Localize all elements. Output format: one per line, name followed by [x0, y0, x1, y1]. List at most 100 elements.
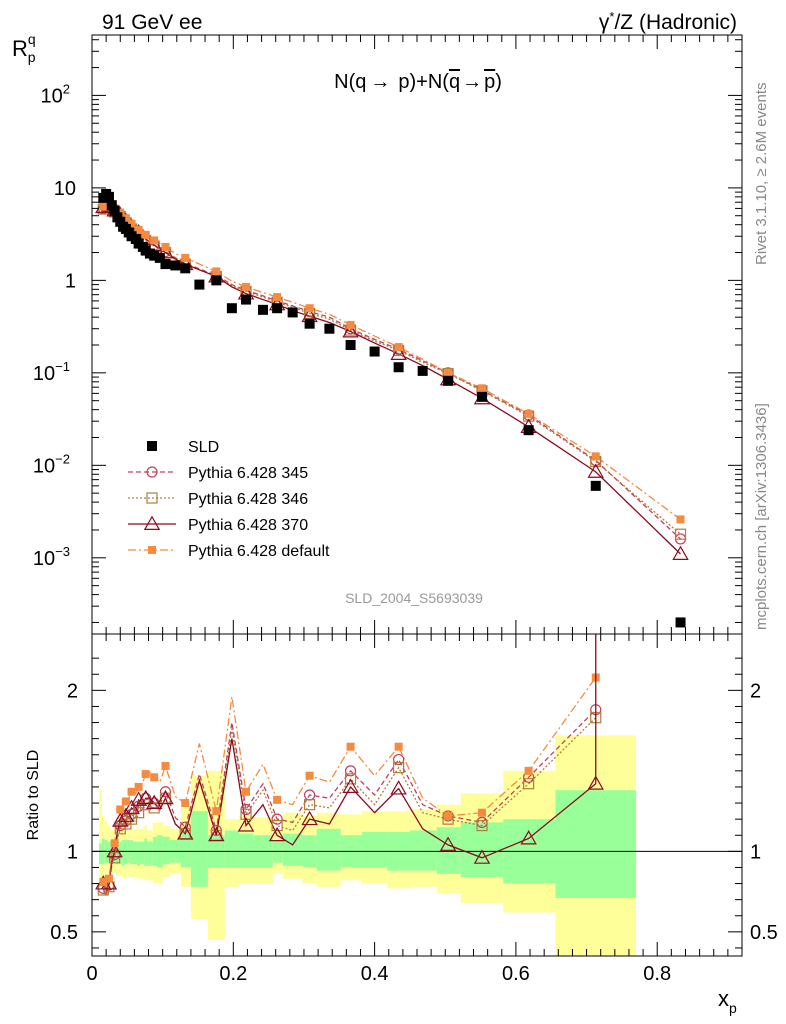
marker-square-small	[181, 253, 190, 262]
marker-square-small	[148, 546, 156, 554]
band-inner	[130, 840, 133, 865]
marker-square-filled	[103, 191, 114, 202]
marker-square-small	[524, 409, 533, 418]
marker-square-filled	[304, 318, 315, 329]
marker-triangle	[301, 810, 318, 826]
marker-triangle	[473, 849, 491, 864]
y-tick-label-base: 10	[41, 85, 63, 107]
ratio-y-axis-label: Ratio to SLD	[25, 750, 42, 841]
marker-square-small	[99, 202, 108, 211]
marker-square-filled	[211, 275, 222, 286]
marker-square-filled	[170, 260, 181, 271]
marker-triangle	[672, 545, 689, 560]
mcplots-label: mcplots.cern.ch [arXiv:1306.3436]	[753, 403, 770, 630]
marker-triangle	[130, 791, 147, 806]
legend: SLD Pythia 6.428 345 Pythia 6.428 346 Pythi…	[128, 439, 330, 560]
marker-square-small	[591, 452, 600, 461]
marker-circle	[393, 753, 405, 766]
marker-square-filled	[287, 307, 298, 318]
marker-circle	[133, 800, 145, 812]
series-line-1	[102, 205, 681, 540]
ratio-y-tick-label-right: 2	[750, 680, 761, 702]
x-axis-label: xp	[718, 986, 737, 1016]
band-inner	[144, 838, 148, 866]
ratio-y-tick-label-right: 0.5	[750, 922, 778, 944]
y-tick-label: 10−3	[33, 544, 70, 570]
marker-triangle	[208, 826, 225, 842]
legend-label: Pythia 6.428 346	[188, 491, 308, 508]
marker-square-small	[305, 304, 314, 313]
marker-square-open	[271, 819, 283, 832]
marker-square-small	[242, 787, 251, 796]
marker-square-small	[121, 797, 130, 806]
ratio-y-tick-label-left: 1	[67, 841, 78, 863]
y-tick-label-exp: −2	[55, 451, 70, 466]
band-inner	[238, 833, 254, 868]
x-tick-label: 0.8	[643, 963, 671, 985]
marker-square-small	[127, 787, 136, 796]
y-tick-label-exp: 2	[63, 81, 70, 96]
marker-circle	[146, 466, 158, 478]
marker-square-small	[524, 766, 533, 775]
marker-square-filled	[241, 294, 252, 305]
marker-triangle	[268, 826, 286, 842]
header-right: γ*/Z (Hadronic)	[599, 9, 737, 34]
marker-square-open	[146, 492, 158, 504]
legend-label: Pythia 6.428 default	[188, 543, 330, 560]
marker-square-small	[161, 762, 170, 771]
header-gamma: γ	[599, 11, 610, 34]
marker-square-filled	[160, 259, 171, 270]
marker-square-open	[476, 819, 488, 832]
marker-square-small	[346, 742, 355, 751]
marker-triangle	[439, 836, 457, 851]
legend-label: Pythia 6.428 345	[188, 465, 308, 482]
marker-square-filled	[590, 480, 601, 491]
marker-triangle	[117, 807, 135, 822]
marker-triangle	[390, 780, 407, 795]
marker-square-small	[134, 226, 143, 235]
marker-square-small	[110, 839, 119, 848]
marker-square-small	[273, 795, 282, 804]
marker-square-small	[212, 267, 221, 276]
band-outer	[99, 790, 102, 879]
marker-circle	[344, 765, 357, 777]
marker-square-open	[393, 762, 405, 774]
marker-square-filled	[149, 250, 160, 261]
marker-square-small	[150, 236, 159, 245]
marker-square-small	[181, 799, 190, 808]
main-y-ticks	[92, 39, 742, 623]
title-pbar: p	[484, 71, 495, 93]
y-tick-label-base: 10	[33, 548, 55, 570]
marker-square-filled	[443, 375, 454, 386]
marker-square-small	[127, 219, 136, 228]
marker-triangle	[123, 799, 140, 814]
y-tick-label-exp: −1	[55, 359, 70, 374]
x-tick-label: 0.6	[502, 963, 530, 985]
band-inner	[121, 840, 125, 866]
marker-square-small	[444, 368, 453, 377]
marker-triangle	[520, 830, 537, 845]
marker-square-small	[346, 320, 355, 329]
marker-square-filled	[324, 323, 335, 334]
marker-square-small	[161, 242, 170, 251]
main-marks	[95, 188, 689, 628]
header-star: *	[609, 9, 614, 24]
marker-square-open	[523, 778, 535, 790]
marker-triangle	[390, 345, 407, 360]
y-tick-label: 1	[65, 270, 76, 292]
marker-square-filled	[106, 200, 117, 211]
header-left: 91 GeV ee	[102, 11, 202, 34]
marker-square-small	[305, 771, 314, 780]
marker-triangle	[157, 789, 174, 805]
band-inner	[162, 836, 170, 865]
main-x-ticks	[91, 35, 729, 634]
marker-square-filled	[226, 303, 237, 314]
band-inner	[107, 841, 111, 863]
marker-square-small	[444, 811, 453, 820]
marker-triangle	[587, 463, 604, 478]
marker-square-filled	[154, 252, 165, 263]
band-inner	[409, 830, 437, 871]
header-rest: /Z (Hadronic)	[614, 11, 737, 34]
marker-square-small	[478, 808, 486, 817]
